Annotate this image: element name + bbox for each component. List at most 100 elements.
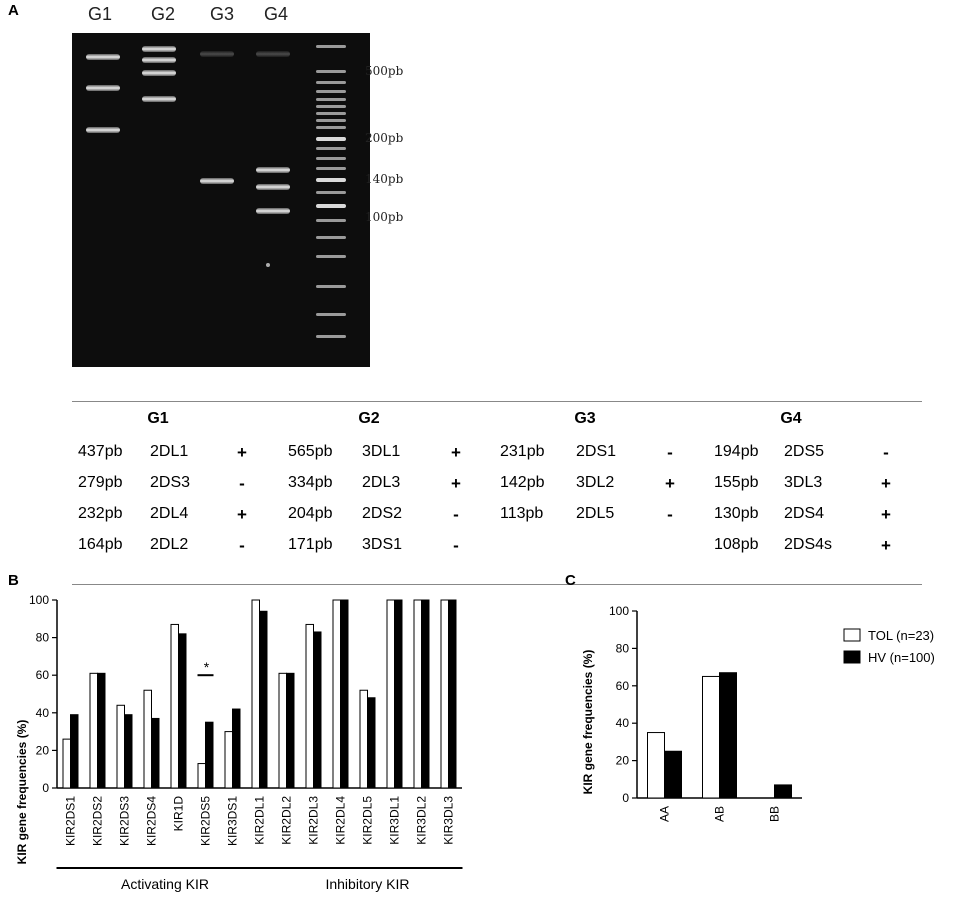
marker-label-100: 100pb (365, 210, 404, 224)
table-cell-result: - (453, 536, 459, 555)
group-label-activating: Activating KIR (121, 876, 209, 892)
bar-KIR3DL1-hv (394, 599, 403, 789)
table-cell-gene: 2DL3 (362, 474, 401, 491)
table-cell-result: - (667, 443, 673, 462)
bar-KIR2DL1-hv (259, 610, 268, 789)
ladder-band (316, 219, 346, 222)
bar-BB-hv (774, 784, 792, 799)
bar-KIR2DS5-tol (197, 763, 206, 789)
ladder-band (316, 236, 346, 239)
bar-KIR3DS1-tol (224, 731, 233, 789)
bar-KIR2DS3-hv (124, 714, 133, 789)
table-cell-gene: 2DS2 (362, 505, 403, 522)
x-tick-label: AB (713, 806, 727, 822)
bar-KIR2DS1-tol (62, 738, 71, 789)
bar-KIR2DL4-hv (340, 599, 349, 789)
x-tick-label: BB (768, 806, 782, 822)
bar-KIR2DS4-hv (151, 717, 160, 789)
x-tick-label: KIR3DS1 (226, 796, 240, 846)
bar-KIR3DL2-tol (413, 599, 422, 789)
table-cell-gene: 2DL2 (150, 536, 189, 553)
table-top-rule (72, 401, 922, 402)
gel-band (86, 54, 120, 60)
ladder-band (316, 90, 346, 93)
significance-star: * (204, 659, 210, 675)
bar-AA-tol (647, 732, 665, 799)
table-cell-result: + (881, 536, 891, 555)
ladder-band (316, 178, 346, 182)
table-cell-gene: 3DL3 (784, 474, 823, 491)
table-cell-size: 204pb (288, 505, 333, 522)
table-cell-size: 231pb (500, 443, 545, 460)
table-cell-result: - (239, 536, 245, 555)
bar-KIR2DS3-tol (116, 704, 125, 789)
table-group-title-g1: G1 (147, 410, 169, 427)
bar-KIR3DL1-tol (386, 599, 395, 789)
y-tick-label: 0 (42, 781, 49, 795)
chart-c: KIR gene frequencies (%) 0 20 40 60 80 100 AA A… (581, 604, 935, 822)
table-cell-gene: 2DS1 (576, 443, 617, 460)
panel-label-b: B (8, 572, 19, 589)
table-cell-result: + (881, 474, 891, 493)
bar-KIR2DS4-tol (143, 689, 152, 789)
table-cell-size: 108pb (714, 536, 759, 553)
x-tick-label: KIR3DL2 (415, 796, 429, 845)
legend-swatch-tol (843, 628, 861, 642)
gel-image (72, 33, 370, 367)
x-tick-label: KIR2DL1 (253, 796, 267, 845)
lane-label-g1: G1 (87, 4, 112, 24)
bar-KIR2DL3-tol (305, 623, 314, 789)
table-cell-gene: 2DS4 (784, 505, 825, 522)
table-cell-gene: 2DS4s (784, 536, 833, 553)
y-tick-label: 60 (616, 679, 630, 693)
gel-band (142, 46, 176, 52)
ladder-band (316, 105, 346, 108)
ladder-band (316, 112, 346, 115)
bar-KIR2DL5-hv (367, 697, 376, 789)
table-bottom-rule (72, 584, 922, 585)
y-tick-label: 80 (616, 641, 630, 655)
table-cell-result: + (665, 474, 675, 493)
ladder-band (316, 119, 346, 122)
gel-band (256, 184, 290, 190)
legend-label-tol: TOL (n=23) (868, 628, 934, 643)
ladder-band (316, 126, 346, 129)
y-tick-label: 40 (616, 716, 630, 730)
y-tick-label: 20 (616, 754, 630, 768)
bar-KIR2DL5-tol (359, 689, 368, 789)
bar-KIR2DS2-hv (97, 672, 106, 789)
y-tick-label: 60 (36, 668, 50, 682)
ladder-band (316, 255, 346, 258)
gel-band (86, 127, 120, 133)
ladder-band (316, 167, 346, 170)
ladder-band (316, 98, 346, 101)
table-cell-gene: 3DL1 (362, 443, 401, 460)
bar-AB-tol (702, 675, 720, 799)
ladder-band (316, 137, 346, 141)
y-tick-label: 100 (609, 604, 629, 618)
ladder-band (316, 157, 346, 160)
table-cell-result: - (667, 505, 673, 524)
table-cell-gene: 2DS5 (784, 443, 825, 460)
gel-band (266, 263, 270, 267)
group-label-inhibitory: Inhibitory KIR (325, 876, 409, 892)
table-cell-size: 334pb (288, 474, 333, 491)
bar-KIR2DL3-hv (313, 631, 322, 789)
bar-KIR2DS1-hv (70, 714, 79, 789)
ladder-band (316, 147, 346, 150)
bar-KIR2DL4-tol (332, 599, 341, 789)
y-tick-label: 80 (36, 631, 50, 645)
x-tick-label: KIR2DL2 (280, 796, 294, 845)
table-cell-size: 113pb (500, 505, 544, 522)
x-tick-label: KIR2DL3 (307, 796, 321, 845)
y-tick-label: 20 (36, 743, 50, 757)
x-tick-label: AA (658, 806, 672, 822)
gel-band (86, 85, 120, 91)
bar-KIR3DL3-hv (448, 599, 457, 789)
table-cell-result: + (451, 443, 461, 462)
marker-label-140: 140pb (365, 172, 404, 186)
bar-KIR3DS1-hv (232, 708, 241, 789)
panel-label-c: C (565, 572, 576, 589)
ladder-band (316, 204, 346, 208)
panel-label-a: A (8, 2, 19, 19)
